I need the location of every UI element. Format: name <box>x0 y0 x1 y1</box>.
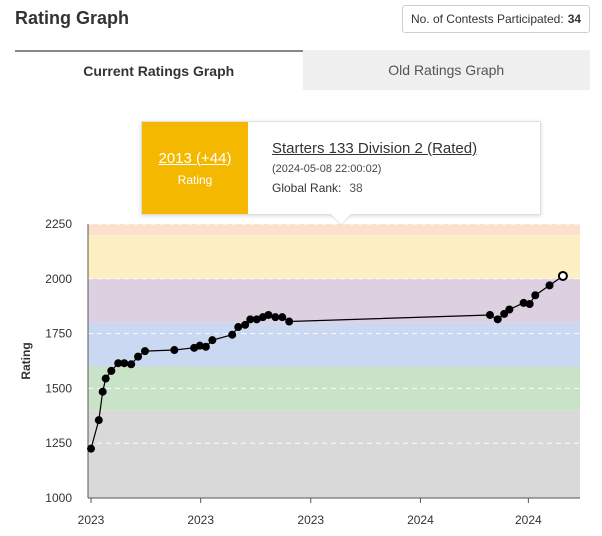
tab-current-ratings-graph[interactable]: Current Ratings Graph <box>15 50 303 90</box>
contests-count-badge: No. of Contests Participated: 34 <box>402 5 590 33</box>
rating-point[interactable] <box>285 317 294 326</box>
x-tick-label: 2023 <box>78 513 105 527</box>
rating-band-4 <box>88 234 580 279</box>
rating-point[interactable] <box>170 346 179 355</box>
rating-point[interactable] <box>519 298 528 307</box>
rating-point-selected[interactable] <box>557 270 568 281</box>
rating-point[interactable] <box>271 313 280 322</box>
y-tick-label: 1000 <box>45 491 72 505</box>
tooltip-rank-label: Global Rank: <box>272 181 342 195</box>
rating-band-5 <box>88 224 580 235</box>
rating-point[interactable] <box>208 336 217 345</box>
rating-bands <box>88 224 580 498</box>
rating-point[interactable] <box>98 387 107 396</box>
tooltip-rank-value: 38 <box>349 181 363 195</box>
rating-point[interactable] <box>120 359 129 368</box>
grid-lines <box>88 223 580 444</box>
tooltip-contest-info: Starters 133 Division 2 (Rated) (2024-05… <box>248 122 477 214</box>
contests-label: No. of Contests Participated: <box>410 12 564 26</box>
x-tick-label: 2024 <box>515 513 542 527</box>
rating-point[interactable] <box>114 359 123 368</box>
y-tick-label: 1500 <box>45 381 72 395</box>
y-tick-label: 2250 <box>45 217 72 231</box>
rating-points <box>87 270 568 453</box>
page-title: Rating Graph <box>15 8 130 28</box>
tooltip-rating-box: 2013 (+44) Rating <box>142 122 248 214</box>
rating-band-2 <box>88 322 580 367</box>
contests-count: 34 <box>567 12 582 26</box>
contest-tooltip: 2013 (+44) Rating Starters 133 Division … <box>141 121 541 215</box>
tooltip-contest-link[interactable]: Starters 133 Division 2 (Rated) <box>272 140 478 157</box>
y-tick-label: 2000 <box>45 272 72 286</box>
rating-point[interactable] <box>195 341 204 350</box>
rating-point[interactable] <box>545 281 554 290</box>
tooltip-rating-value[interactable]: 2013 (+44) <box>158 149 232 167</box>
x-axis-ticks: 2023 2023 2023 2024 2024 <box>78 498 542 527</box>
x-tick-label: 2023 <box>187 513 214 527</box>
rating-point[interactable] <box>264 310 273 319</box>
rating-point[interactable] <box>493 315 502 324</box>
rating-point[interactable] <box>485 310 494 319</box>
tooltip-rating-label: Rating <box>177 172 213 187</box>
rating-point[interactable] <box>246 315 255 324</box>
rating-point[interactable] <box>134 352 143 361</box>
tooltip-global-rank: Global Rank: 38 <box>272 181 477 195</box>
rating-point[interactable] <box>531 291 540 300</box>
rating-point[interactable] <box>241 320 250 329</box>
tooltip-pointer <box>331 214 351 224</box>
y-tick-label: 1750 <box>45 327 72 341</box>
rating-point[interactable] <box>228 330 237 339</box>
rating-band-3 <box>88 278 580 323</box>
x-tick-label: 2023 <box>297 513 324 527</box>
rating-point[interactable] <box>505 305 514 314</box>
rating-point[interactable] <box>278 313 287 322</box>
rating-point[interactable] <box>87 444 96 453</box>
rating-point[interactable] <box>94 416 103 425</box>
rating-band-0 <box>88 410 580 498</box>
rating-point[interactable] <box>140 347 149 356</box>
rating-point[interactable] <box>201 342 210 351</box>
y-axis-label: Rating <box>19 342 33 379</box>
y-tick-label: 1250 <box>45 436 72 450</box>
rating-point[interactable] <box>525 300 534 309</box>
tab-old-ratings-graph[interactable]: Old Ratings Graph <box>302 50 590 90</box>
x-tick-label: 2024 <box>407 513 434 527</box>
rating-point[interactable] <box>252 315 261 324</box>
rating-point[interactable] <box>101 374 110 383</box>
rating-point[interactable] <box>127 360 136 369</box>
y-axis-ticks: 1000 1250 1500 1750 2000 2250 <box>45 217 72 505</box>
rating-point[interactable] <box>234 323 243 332</box>
rating-point[interactable] <box>107 366 116 375</box>
graph-tabs: Current Ratings Graph Old Ratings Graph <box>15 50 590 90</box>
tooltip-contest-datetime: (2024-05-08 22:00:02) <box>272 163 382 175</box>
